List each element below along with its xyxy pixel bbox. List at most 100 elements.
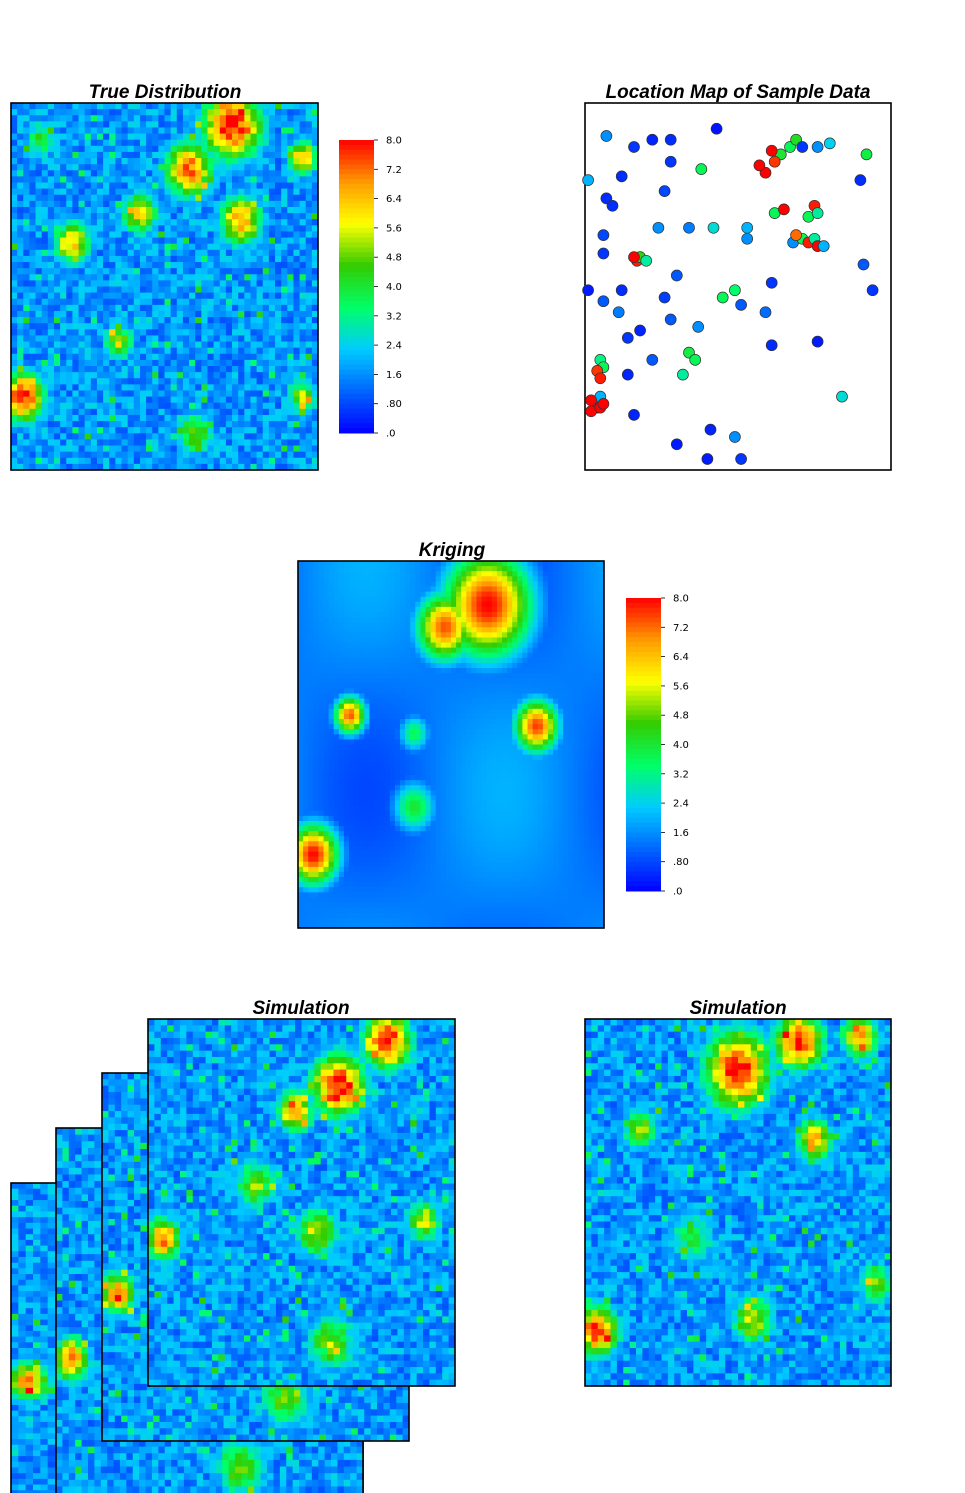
heatmap-cell: [72, 360, 79, 367]
heatmap-cell: [528, 571, 534, 577]
heatmap-cell: [171, 195, 178, 202]
heatmap-cell: [263, 268, 270, 275]
heatmap-cell: [214, 372, 221, 379]
heatmap-cell: [60, 231, 67, 238]
heatmap-cell: [122, 164, 129, 171]
heatmap-cell: [512, 561, 518, 567]
heatmap-cell: [17, 244, 24, 251]
heatmap-cell: [477, 571, 483, 577]
heatmap-cell: [226, 213, 233, 220]
heatmap-cell: [134, 219, 141, 226]
heatmap-cell: [466, 617, 472, 623]
heatmap-cell: [79, 238, 86, 245]
colorbar-segment: [339, 155, 374, 160]
heatmap-cell: [548, 597, 554, 603]
heatmap-cell: [354, 637, 360, 643]
heatmap-cell: [298, 597, 304, 603]
heatmap-cell: [158, 335, 165, 342]
heatmap-cell: [122, 213, 129, 220]
heatmap-cell: [308, 586, 314, 592]
heatmap-cell: [115, 305, 122, 312]
heatmap-cell: [140, 403, 147, 410]
heatmap-cell: [313, 653, 319, 659]
heatmap-cell: [42, 323, 49, 330]
heatmap-cell: [11, 305, 18, 312]
heatmap-cell: [390, 602, 396, 608]
heatmap-cell: [306, 421, 313, 428]
colorbar-segment: [339, 394, 374, 399]
heatmap-cell: [171, 305, 178, 312]
heatmap-cell: [238, 311, 245, 318]
heatmap-cell: [308, 566, 314, 572]
heatmap-cell: [165, 244, 172, 251]
heatmap-cell: [103, 384, 110, 391]
heatmap-cell: [189, 427, 196, 434]
heatmap-cell: [11, 268, 18, 275]
heatmap-cell: [364, 586, 370, 592]
heatmap-cell: [42, 397, 49, 404]
heatmap-cell: [244, 189, 251, 196]
heatmap-cell: [538, 648, 544, 654]
heatmap-cell: [410, 699, 416, 705]
heatmap-cell: [257, 439, 264, 446]
heatmap-cell: [72, 140, 79, 147]
heatmap-cell: [36, 415, 43, 422]
heatmap-cell: [431, 561, 437, 567]
heatmap-cell: [214, 244, 221, 251]
heatmap-cell: [415, 637, 421, 643]
heatmap-cell: [548, 632, 554, 638]
heatmap-cell: [318, 586, 324, 592]
heatmap-cell: [507, 632, 512, 638]
heatmap-cell: [318, 581, 324, 587]
heatmap-cell: [594, 566, 600, 572]
heatmap-cell: [380, 602, 386, 608]
heatmap-cell: [183, 176, 190, 183]
heatmap-cell: [306, 231, 313, 238]
heatmap-cell: [420, 576, 426, 582]
heatmap-cell: [594, 668, 600, 674]
heatmap-cell: [568, 592, 574, 598]
heatmap-cell: [573, 637, 579, 643]
heatmap-cell: [17, 280, 24, 287]
heatmap-cell: [420, 581, 426, 587]
heatmap-cell: [60, 225, 67, 232]
heatmap-cell: [306, 390, 313, 397]
heatmap-cell: [152, 121, 159, 128]
heatmap-cell: [36, 213, 43, 220]
heatmap-cell: [451, 571, 457, 577]
heatmap-cell: [298, 678, 304, 684]
heatmap-cell: [293, 390, 300, 397]
heatmap-cell: [72, 427, 79, 434]
heatmap-cell: [152, 256, 159, 263]
heatmap-cell: [369, 602, 375, 608]
heatmap-cell: [324, 561, 330, 567]
heatmap-cell: [128, 415, 135, 422]
heatmap-cell: [201, 427, 208, 434]
heatmap-cell: [146, 109, 153, 116]
heatmap-cell: [269, 427, 276, 434]
heatmap-cell: [275, 311, 282, 318]
heatmap-cell: [17, 427, 24, 434]
heatmap-cell: [140, 397, 147, 404]
heatmap-cell: [220, 244, 227, 251]
heatmap-cell: [158, 342, 165, 349]
heatmap-cell: [318, 699, 324, 705]
heatmap-cell: [344, 561, 350, 567]
heatmap-cell: [573, 612, 579, 618]
heatmap-cell: [103, 335, 110, 342]
heatmap-cell: [152, 360, 159, 367]
sample-point: [665, 156, 676, 167]
heatmap-cell: [195, 397, 202, 404]
heatmap-cell: [109, 115, 116, 122]
heatmap-cell: [238, 354, 245, 361]
heatmap-cell: [395, 612, 401, 618]
heatmap-cell: [426, 612, 432, 618]
heatmap-cell: [23, 409, 30, 416]
heatmap-cell: [507, 704, 512, 710]
heatmap-cell: [109, 183, 116, 190]
heatmap-cell: [466, 637, 472, 643]
heatmap-cell: [293, 115, 300, 122]
heatmap-cell: [195, 366, 202, 373]
heatmap-cell: [146, 207, 153, 214]
heatmap-cell: [171, 415, 178, 422]
